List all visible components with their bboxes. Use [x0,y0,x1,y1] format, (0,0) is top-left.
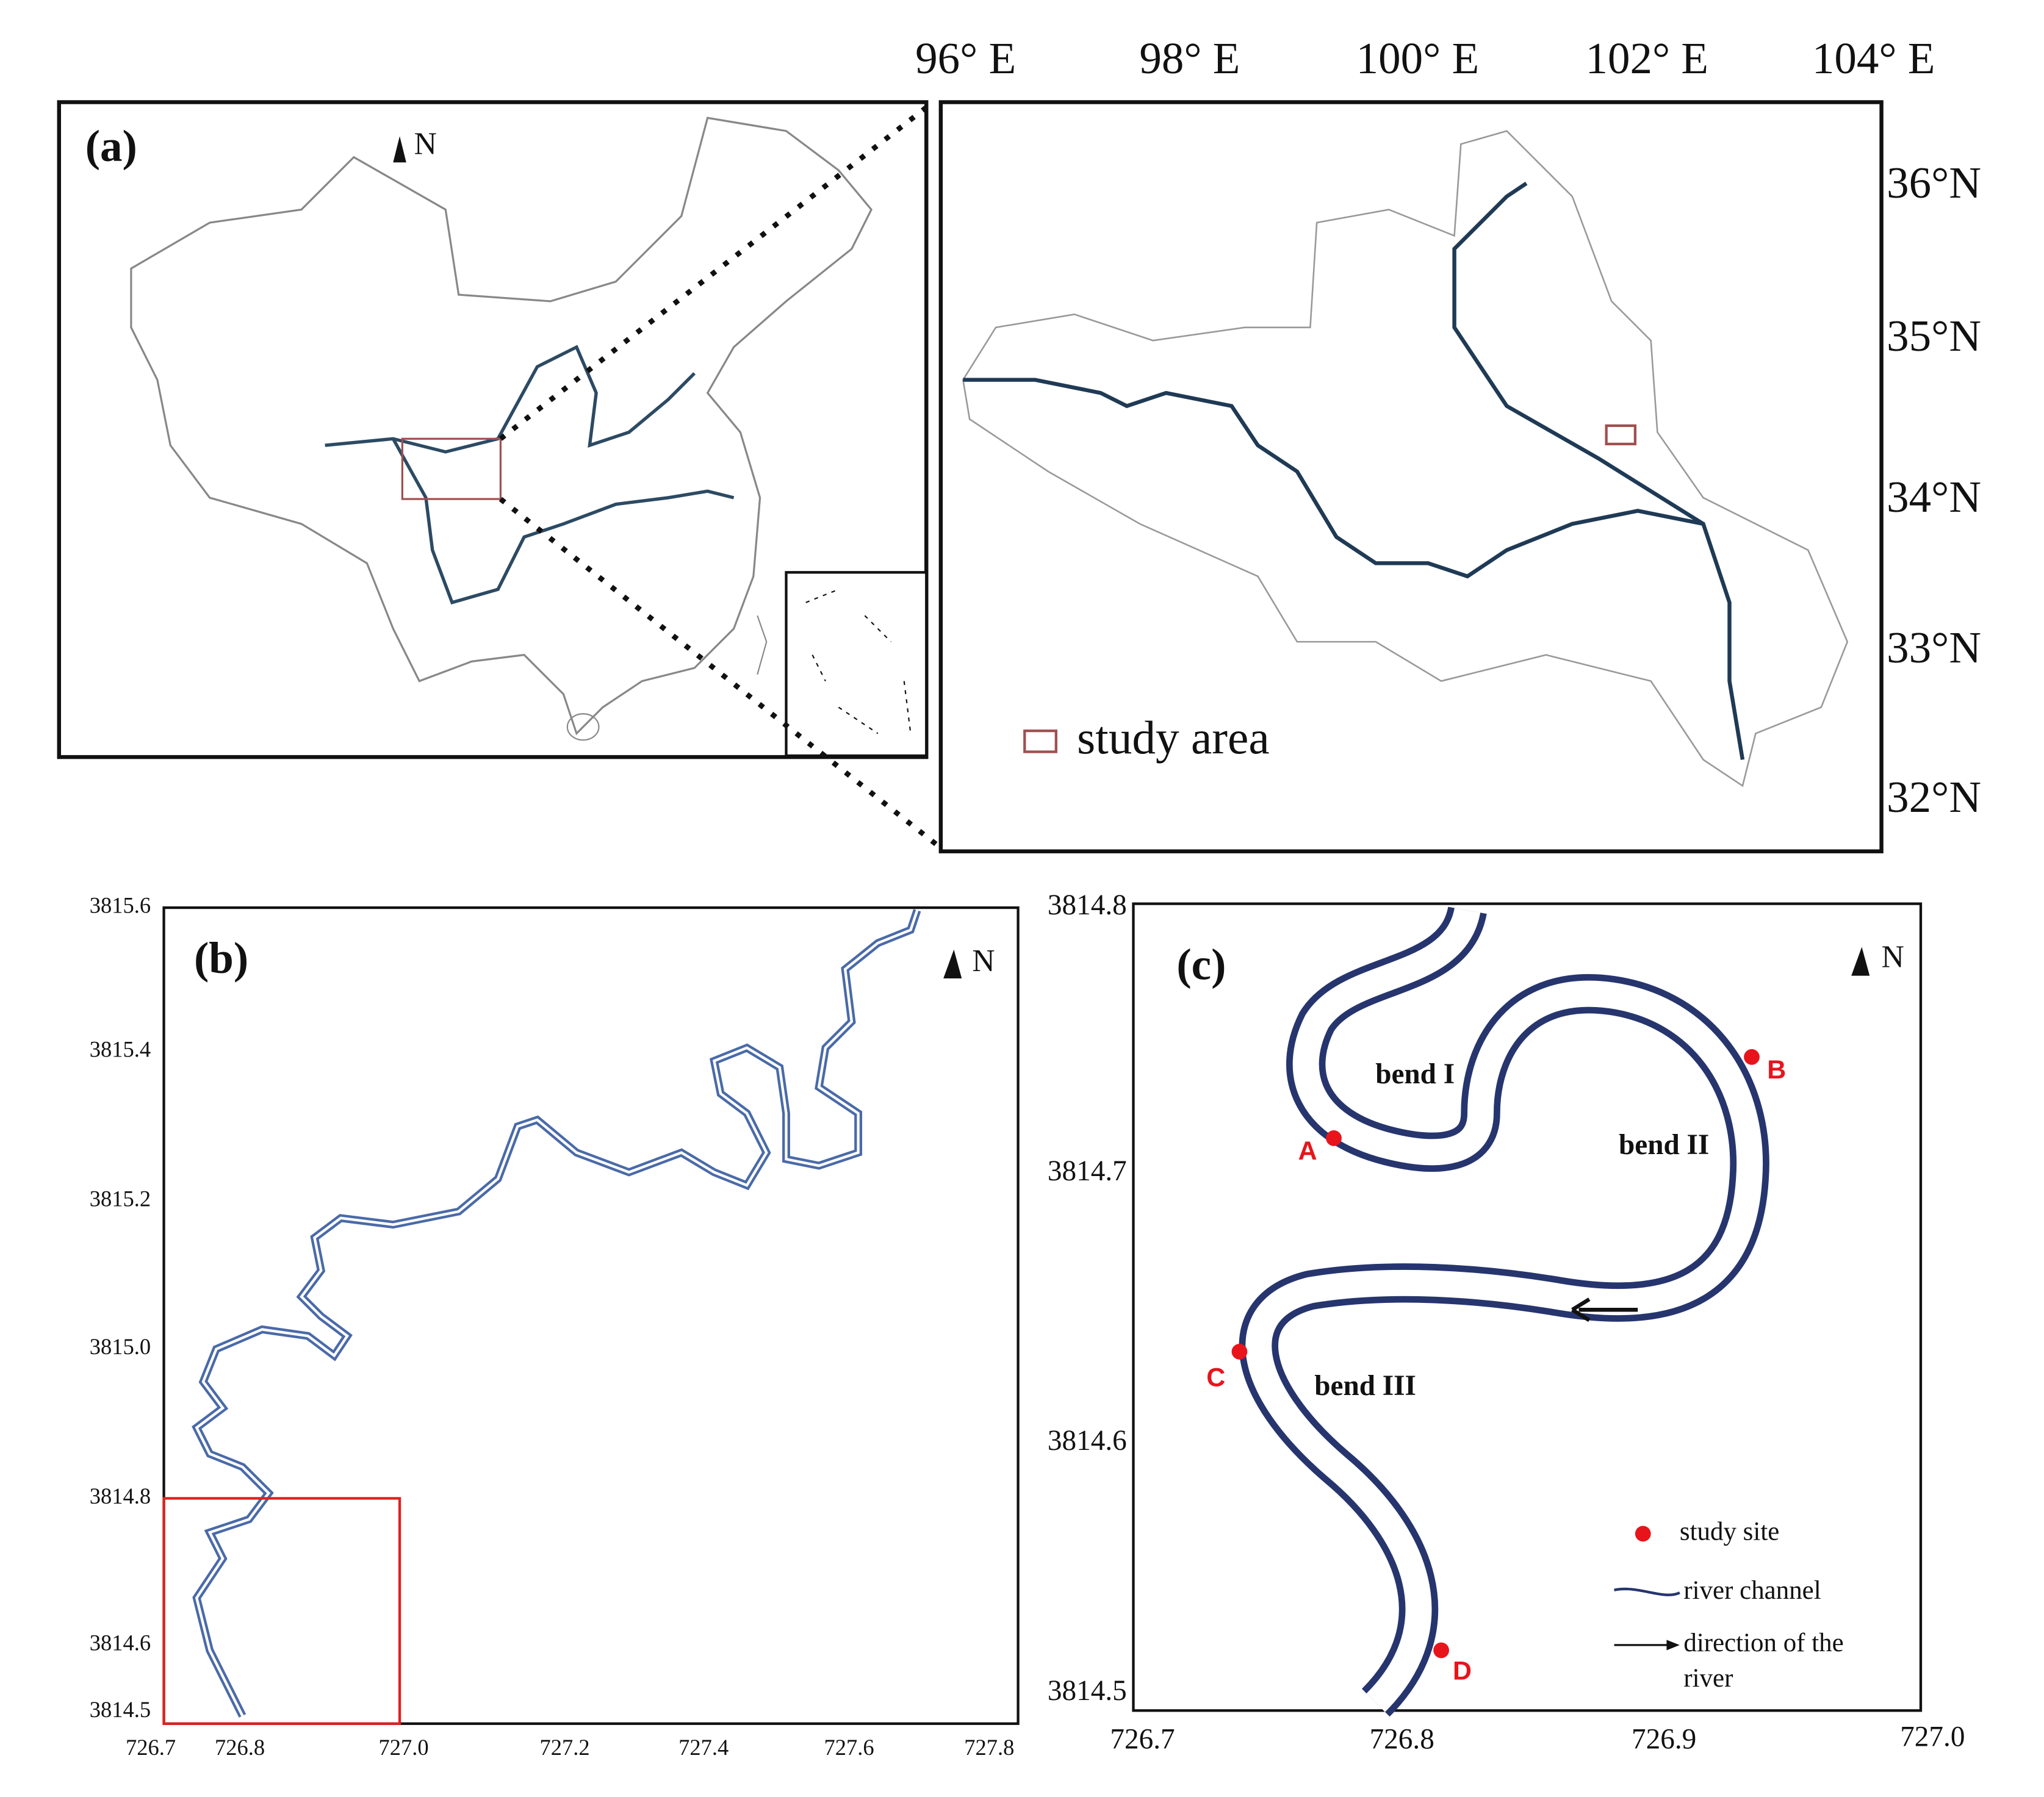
x-tick-label: 727.2 [540,1735,590,1760]
y-ticks: 3815.6 3815.4 3815.2 3815.0 3814.8 3814.… [90,892,151,1721]
lat-tick-label: 36°N [1887,158,1981,207]
river-channel-inner [1245,907,1763,1712]
north-arrow [943,949,962,978]
hainan [566,713,600,741]
panel-c: (c) N bend I bend II bend III A B C D st… [1048,889,1965,1756]
north-label: N [414,126,437,161]
frame [1132,902,1923,1712]
site-label: D [1453,1656,1472,1685]
bend-label: bend I [1375,1058,1455,1090]
legend-label: direction of the [1683,1629,1843,1657]
zoom-line [498,105,928,441]
study-area-box [1605,424,1637,446]
north-arrow [1851,947,1870,976]
north-arrow [393,136,406,163]
legend-label: river [1683,1664,1733,1693]
site-marker [1231,1344,1248,1360]
x-tick-label: 727.4 [678,1735,729,1760]
lat-tick-label: 34°N [1887,472,1981,522]
lat-tick-label: 33°N [1887,623,1981,672]
lon-tick-label: 96° E [915,34,1016,83]
x-tick-label: 726.8 [1370,1724,1434,1756]
y-tick-label: 3814.8 [90,1483,151,1508]
lat-ticks: 36°N 35°N 34°N 33°N 32°N [1887,158,1981,822]
legend-swatch [1023,730,1057,753]
x-tick-label: 726.9 [1632,1724,1696,1756]
basin-outline [962,130,1849,787]
frame [162,906,1020,1725]
bend-label: bend II [1619,1129,1709,1161]
legend-marker [1635,1526,1651,1542]
site-marker [1433,1642,1449,1659]
lon-tick-label: 102° E [1585,34,1708,83]
frame [938,100,1884,853]
y-tick-label: 3815.2 [90,1186,151,1211]
taiwan [757,615,768,675]
legend: study site river channel direction of th… [1614,1517,1844,1693]
lon-tick-label: 98° E [1139,34,1240,83]
site-label: A [1298,1136,1317,1166]
x-tick-label: 726.8 [215,1735,265,1760]
site-label: C [1206,1363,1225,1392]
y-tick-label: 3815.6 [90,892,151,917]
site-marker [1744,1049,1760,1065]
lon-tick-label: 100° E [1356,34,1480,83]
panel-label: (c) [1176,940,1226,989]
legend-label: study area [1077,711,1270,764]
legend-label: river channel [1683,1576,1821,1605]
lat-tick-label: 32°N [1887,772,1981,822]
x-tick-label: 727.6 [824,1735,874,1760]
panel-label: (a) [85,121,137,171]
lat-tick-label: 35°N [1887,311,1981,360]
legend-label: study site [1680,1517,1779,1546]
frame [57,100,929,759]
y-tick-label: 3815.4 [90,1037,151,1062]
legend-arrow-head [1666,1640,1680,1651]
lon-tick-label: 104° E [1812,34,1935,83]
panel-a-overview: (a) N [57,100,939,847]
flow-arrow-head [1571,1297,1591,1322]
main-river [963,181,1745,760]
y-tick-label: 3814.7 [1048,1155,1127,1187]
x-tick-label: 727.8 [964,1735,1014,1760]
north-label: N [972,944,995,978]
panel-label: (b) [194,933,248,983]
y-tick-label: 3814.6 [90,1630,151,1655]
river-channel-inner [195,909,919,1716]
site-label: B [1767,1055,1786,1085]
y-tick-label: 3814.5 [1048,1675,1127,1707]
legend-line [1614,1587,1680,1596]
x-ticks: 726.7 726.8 727.0 727.2 727.4 727.6 727.… [126,1735,1014,1760]
x-tick-label: 727.0 [378,1735,428,1760]
inset-islands [805,589,912,734]
panel-b: (b) N 3815.6 3815.4 3815.2 3815.0 3814.8… [90,892,1020,1760]
panel-a-basin: study area 96° E 98° E 100° E 102° E 104… [915,34,1981,853]
site-marker [1326,1130,1342,1146]
north-label: N [1882,940,1904,975]
x-tick-label: 726.7 [126,1735,176,1760]
yellow-river [325,345,696,454]
y-tick-label: 3814.5 [90,1697,151,1722]
x-tick-label: 726.7 [1110,1724,1175,1756]
x-tick-label: 727.0 [1900,1721,1965,1752]
inset-frame [785,571,928,758]
region-box [401,437,502,500]
yangtze-river [391,438,735,604]
bend-label: bend III [1314,1370,1416,1402]
lon-ticks: 96° E 98° E 100° E 102° E 104° E [915,34,1935,83]
china-outline [130,117,873,736]
y-tick-label: 3814.8 [1048,889,1127,921]
y-tick-label: 3814.6 [1048,1425,1127,1457]
y-tick-label: 3815.0 [90,1334,151,1359]
zoom-box [162,1497,401,1725]
